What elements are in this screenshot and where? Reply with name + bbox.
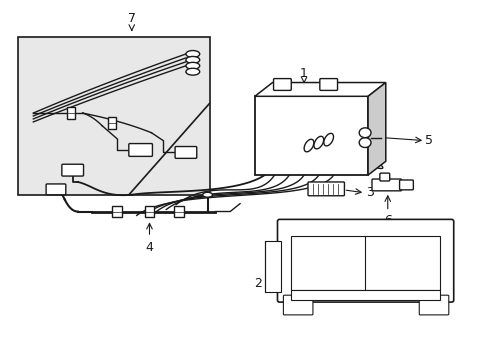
- Ellipse shape: [304, 139, 313, 152]
- Bar: [291, 236, 439, 290]
- Text: 3: 3: [366, 186, 373, 199]
- Text: 6: 6: [383, 215, 391, 228]
- Ellipse shape: [359, 138, 370, 148]
- FancyBboxPatch shape: [399, 180, 412, 190]
- Ellipse shape: [313, 136, 323, 149]
- Bar: [18, 37, 209, 195]
- Ellipse shape: [185, 57, 199, 63]
- FancyBboxPatch shape: [379, 173, 389, 181]
- Bar: [144, 206, 154, 217]
- FancyBboxPatch shape: [175, 147, 196, 158]
- Polygon shape: [254, 82, 385, 96]
- Ellipse shape: [185, 50, 199, 58]
- Ellipse shape: [185, 62, 199, 69]
- Text: 1: 1: [300, 67, 307, 80]
- FancyBboxPatch shape: [307, 182, 344, 196]
- Text: 4: 4: [145, 241, 153, 254]
- Bar: [291, 290, 439, 300]
- Ellipse shape: [202, 192, 212, 197]
- Text: 2: 2: [253, 277, 261, 290]
- FancyBboxPatch shape: [319, 78, 337, 90]
- Text: 7: 7: [127, 13, 136, 26]
- Polygon shape: [367, 82, 385, 175]
- Bar: [108, 117, 116, 129]
- Bar: [112, 206, 122, 217]
- FancyBboxPatch shape: [283, 295, 312, 315]
- FancyBboxPatch shape: [371, 179, 401, 191]
- FancyBboxPatch shape: [418, 295, 448, 315]
- Bar: [174, 206, 183, 217]
- FancyBboxPatch shape: [277, 219, 453, 302]
- Bar: [67, 107, 75, 119]
- FancyBboxPatch shape: [273, 78, 291, 90]
- FancyBboxPatch shape: [62, 164, 83, 176]
- Ellipse shape: [359, 128, 370, 138]
- Ellipse shape: [323, 133, 333, 146]
- Bar: [264, 241, 281, 292]
- Text: 5: 5: [424, 134, 432, 147]
- FancyBboxPatch shape: [128, 144, 152, 156]
- Ellipse shape: [185, 68, 199, 75]
- Bar: [254, 96, 367, 175]
- FancyBboxPatch shape: [46, 184, 66, 195]
